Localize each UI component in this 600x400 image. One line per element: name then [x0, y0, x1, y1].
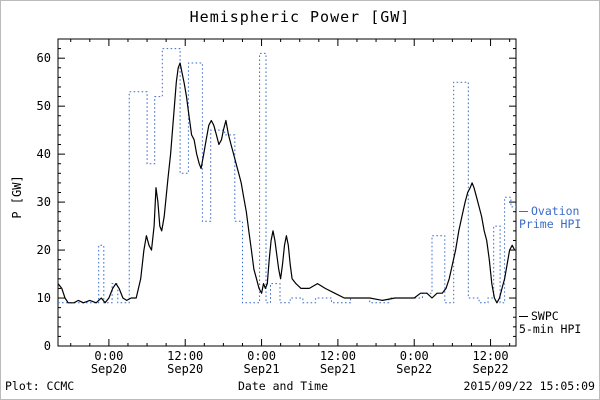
swpc-line-marker [519, 316, 528, 317]
x-tick-time-label: 12:00 [319, 349, 356, 363]
chart-title: Hemispheric Power [GW] [189, 8, 411, 26]
x-tick-time-label: 12:00 [472, 349, 509, 363]
x-tick-date-label: Sep20 [167, 362, 204, 376]
x-tick-date-label: Sep22 [396, 362, 433, 376]
y-tick-label: 10 [36, 291, 51, 306]
y-tick-label: 30 [36, 195, 51, 210]
x-tick-time-label: 0:00 [94, 349, 124, 363]
ovation-line-marker [519, 211, 528, 212]
y-tick-label: 40 [36, 147, 51, 162]
y-tick-label: 60 [36, 51, 51, 66]
y-tick-label: 50 [36, 99, 51, 114]
plot-source: Plot: CCMC [5, 379, 75, 393]
y-tick-label: 20 [36, 243, 51, 258]
x-tick-date-label: Sep21 [319, 362, 356, 376]
x-tick-date-label: Sep20 [90, 362, 127, 376]
ovation-legend: Ovation Prime HPI [519, 205, 581, 231]
swpc-legend: SWPC 5-min HPI [519, 310, 581, 336]
y-tick-label: 0 [43, 339, 51, 353]
x-axis-title: Date and Time [238, 379, 329, 393]
swpc-legend-line2: 5-min HPI [519, 322, 582, 336]
x-tick-date-label: Sep22 [472, 362, 509, 376]
x-tick-time-label: 0:00 [247, 349, 276, 363]
x-tick-time-label: 0:00 [399, 349, 429, 363]
ovation-legend-line1: Ovation [531, 204, 580, 218]
x-tick-time-label: 12:00 [167, 349, 204, 363]
swpc-legend-line1: SWPC [531, 309, 559, 323]
timestamp: 2015/09/22 15:05:09 [463, 379, 595, 393]
ovation-legend-line2: Prime HPI [519, 217, 582, 231]
x-tick-date-label: Sep21 [243, 362, 280, 376]
